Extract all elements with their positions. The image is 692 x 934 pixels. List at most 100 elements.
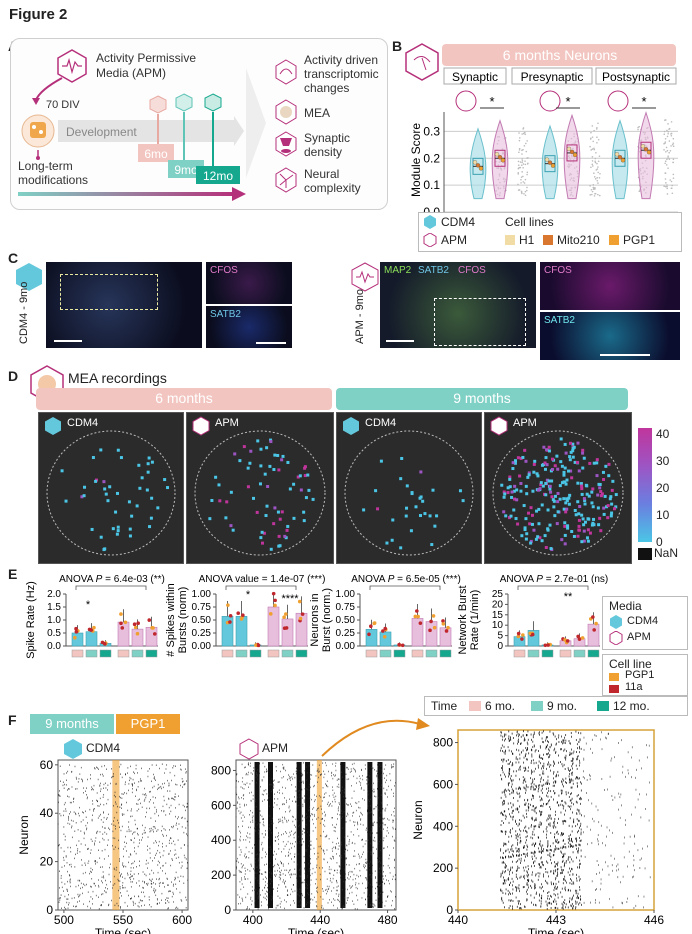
violin-point — [589, 194, 592, 196]
time-swatch — [221, 649, 234, 658]
mea-electrode — [535, 472, 539, 476]
violin-point — [672, 173, 675, 176]
mea-electrode — [90, 527, 94, 531]
mea-electrode — [277, 468, 281, 472]
mea-electrode — [610, 488, 614, 492]
mea-electrode — [292, 516, 296, 520]
violin-point — [520, 164, 523, 166]
mea-electrode — [550, 479, 554, 483]
violin-point — [672, 161, 675, 164]
mea-electrode — [526, 475, 530, 479]
mea-electrode — [149, 516, 153, 520]
violin-point — [667, 132, 669, 135]
cell-line-dot — [441, 622, 446, 626]
f-xtick: 500 — [54, 913, 74, 927]
violin-point — [664, 141, 667, 143]
mea-electrode — [409, 529, 413, 533]
cell-line-dot — [89, 628, 94, 632]
mea-electrode — [605, 505, 609, 509]
mea-electrode — [302, 510, 306, 514]
mea-electrode — [540, 539, 544, 543]
mea-electrode — [601, 470, 605, 474]
violin-point — [670, 121, 673, 123]
mea-electrode — [299, 488, 303, 492]
mea-electrode — [130, 514, 134, 518]
mea-electrode — [582, 497, 586, 501]
violin-point — [593, 147, 595, 150]
mea-electrode — [522, 504, 526, 508]
timepoint-12mo-label: 12mo — [203, 169, 233, 183]
b-ylabel: Module Score — [409, 123, 423, 197]
mea-electrode — [258, 482, 262, 486]
mea-electrode — [524, 484, 528, 488]
timepoint-6mo: 6mo — [138, 95, 174, 162]
cell-line-dot — [73, 635, 77, 640]
mea-electrode — [539, 483, 543, 487]
mea-electrode — [414, 505, 418, 509]
e-ytick: 1.5 — [47, 602, 61, 613]
violin-point — [672, 137, 675, 140]
cell-line-dot — [133, 625, 138, 630]
mea-icon — [275, 99, 297, 125]
mea-electrode — [592, 517, 596, 521]
mea-electrode — [547, 445, 551, 449]
violin-shape — [491, 119, 509, 200]
mea-electrode — [524, 537, 528, 541]
violin-point — [527, 157, 529, 159]
legend-mito210: Mito210 — [557, 233, 600, 247]
mea-electrode — [523, 448, 527, 452]
violin-point — [664, 119, 667, 121]
e-ytick: 1.00 — [192, 589, 212, 600]
cdm4-icon-9mo — [343, 417, 359, 435]
bar — [117, 621, 130, 647]
mea-electrode — [513, 484, 517, 488]
bar — [281, 618, 294, 647]
violin-point — [591, 163, 594, 166]
cell-line-dot — [400, 643, 405, 648]
cell-line-dot — [92, 625, 96, 630]
mea-electrode — [298, 474, 302, 478]
violin-point — [666, 158, 668, 161]
mea-electrode — [549, 490, 553, 494]
cell-line-dot — [432, 625, 437, 630]
f-xtick: 443 — [546, 913, 566, 927]
month6-label: 6 months — [155, 390, 213, 406]
mea-electrode — [580, 540, 584, 544]
cell-line-dot — [444, 629, 449, 633]
violin-point — [591, 148, 594, 150]
violin-point — [518, 147, 521, 150]
mea-electrode — [513, 459, 517, 463]
mea-electrode — [536, 488, 540, 492]
violin-point — [598, 177, 601, 179]
time-swatch — [541, 649, 554, 658]
organoid-culture-icon — [21, 114, 55, 148]
mea-electrode — [575, 460, 579, 464]
cdm4-icon — [45, 417, 61, 435]
panel-label-e: E — [8, 566, 18, 582]
violin-point — [521, 160, 524, 162]
mea-electrode — [545, 448, 549, 452]
violin-point — [596, 162, 598, 165]
violin-point — [596, 126, 598, 129]
mea-electrode — [512, 508, 516, 512]
mea-electrode — [510, 490, 514, 494]
mea-electrode — [567, 496, 571, 500]
violin-point — [672, 158, 675, 161]
violin-point — [522, 167, 524, 169]
mea-electrode — [580, 492, 584, 496]
time-swatch — [71, 649, 84, 658]
timepoint-6mo-label: 6mo — [144, 147, 168, 161]
burst-band — [268, 762, 273, 908]
mea-electrode — [549, 547, 553, 551]
violin-shape — [563, 113, 581, 200]
violin-shape — [611, 119, 629, 200]
mea-electrode — [553, 494, 557, 498]
mea-electrode — [376, 507, 380, 511]
mea-electrode — [390, 538, 394, 542]
cdm4-satb2-label: SATB2 — [210, 309, 241, 320]
mea-electrode — [534, 537, 538, 541]
mea-electrode — [433, 524, 437, 528]
presynaptic-icon — [539, 90, 561, 112]
mea-electrode — [255, 510, 259, 514]
sig-mark: ** — [564, 591, 573, 603]
